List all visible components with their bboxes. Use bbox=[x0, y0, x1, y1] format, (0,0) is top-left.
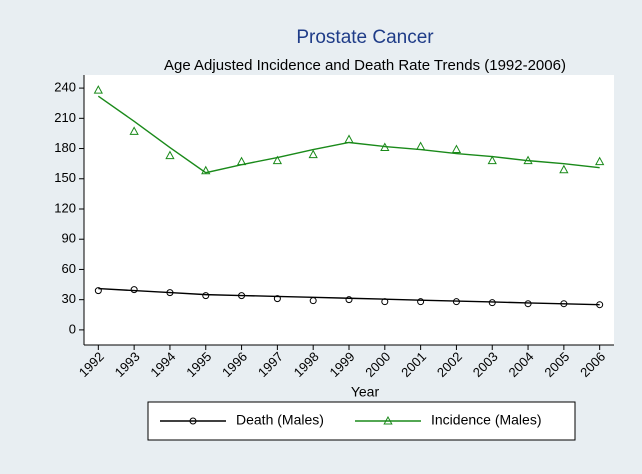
data-point bbox=[452, 298, 460, 306]
chart-title: Prostate Cancer bbox=[296, 27, 434, 48]
data-point bbox=[381, 298, 389, 306]
data-point bbox=[487, 155, 497, 165]
y-tick-label: 210 bbox=[54, 110, 76, 125]
data-point bbox=[488, 299, 496, 307]
data-point bbox=[238, 292, 246, 300]
data-point bbox=[595, 156, 605, 166]
data-point bbox=[166, 289, 174, 297]
y-tick-label: 90 bbox=[62, 231, 76, 246]
legend-label: Incidence (Males) bbox=[431, 412, 542, 428]
data-point bbox=[417, 298, 425, 306]
data-point bbox=[236, 156, 247, 166]
data-point bbox=[560, 300, 568, 308]
data-point bbox=[129, 126, 139, 135]
data-point bbox=[165, 150, 175, 160]
data-point bbox=[130, 286, 138, 294]
data-point bbox=[273, 295, 281, 303]
data-point bbox=[94, 287, 102, 295]
chart-subtitle: Age Adjusted Incidence and Death Rate Tr… bbox=[164, 57, 566, 74]
data-point bbox=[523, 155, 533, 165]
data-point bbox=[201, 165, 211, 175]
trend-line bbox=[98, 287, 600, 306]
legend-label: Death (Males) bbox=[236, 412, 324, 428]
data-point bbox=[415, 141, 426, 151]
data-point bbox=[380, 142, 390, 152]
y-tick-label: 240 bbox=[54, 80, 76, 95]
legend-marker bbox=[189, 417, 197, 425]
y-tick-label: 60 bbox=[62, 261, 76, 276]
data-point bbox=[596, 301, 604, 309]
data-point bbox=[559, 164, 569, 174]
y-tick-label: 150 bbox=[54, 170, 76, 185]
data-point bbox=[308, 149, 318, 159]
data-point bbox=[93, 85, 103, 94]
data-point bbox=[272, 155, 283, 165]
data-point bbox=[345, 296, 353, 304]
y-tick-label: 180 bbox=[54, 140, 76, 155]
data-point bbox=[309, 297, 317, 305]
y-tick-label: 120 bbox=[54, 200, 76, 215]
y-tick-label: 30 bbox=[62, 291, 76, 306]
x-axis-label: Year bbox=[351, 384, 380, 400]
data-point bbox=[451, 144, 462, 154]
data-point bbox=[524, 300, 532, 308]
data-point bbox=[344, 134, 354, 143]
data-point bbox=[202, 292, 210, 300]
plot-area bbox=[84, 75, 614, 345]
y-tick-label: 0 bbox=[69, 321, 76, 336]
legend-marker bbox=[383, 415, 393, 425]
